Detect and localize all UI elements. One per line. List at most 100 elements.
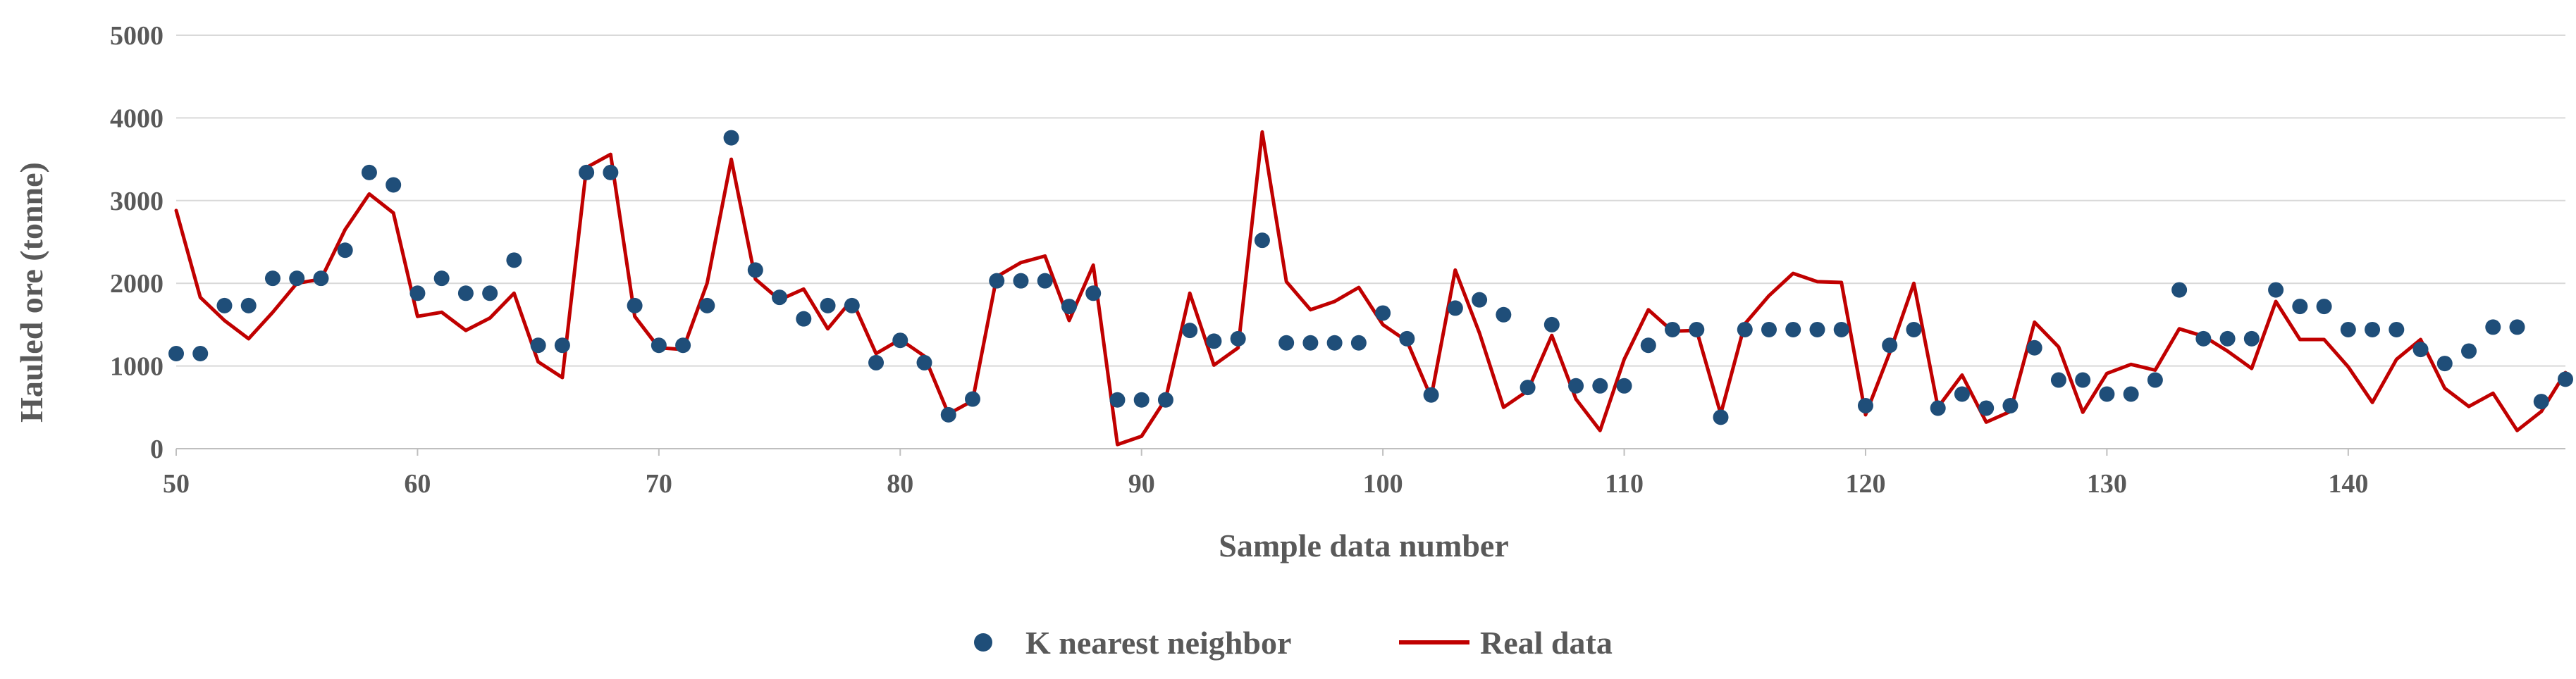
knn-point	[603, 164, 619, 180]
legend-real-label: Real data	[1480, 625, 1613, 661]
knn-point	[1954, 386, 1970, 402]
x-tick-label: 110	[1605, 469, 1644, 499]
x-tick-label: 120	[1845, 469, 1885, 499]
knn-point	[1713, 409, 1729, 425]
knn-point	[1665, 321, 1681, 337]
knn-point	[1157, 392, 1173, 408]
knn-point	[1133, 392, 1150, 408]
knn-point	[168, 345, 184, 361]
knn-point	[699, 297, 715, 313]
knn-point	[1447, 300, 1463, 316]
legend-knn-label: K nearest neighbor	[1025, 625, 1291, 661]
knn-point	[2558, 371, 2573, 387]
knn-point	[240, 297, 257, 313]
knn-point	[1326, 335, 1343, 351]
knn-point	[1689, 321, 1705, 337]
knn-point	[2195, 330, 2212, 347]
knn-point	[796, 311, 812, 327]
knn-point	[554, 337, 570, 354]
real-data-series	[174, 130, 2568, 447]
knn-point	[337, 242, 353, 258]
x-tick-label: 130	[2087, 469, 2127, 499]
knn-point	[361, 164, 377, 180]
knn-point	[264, 270, 281, 287]
knn-point	[2365, 321, 2381, 337]
knn-point	[1350, 335, 1367, 351]
legend: K nearest neighbor Real data	[974, 625, 1613, 661]
knn-point	[1013, 273, 1029, 289]
knn-point	[2509, 319, 2525, 335]
knn-point	[192, 345, 209, 361]
knn-point	[1254, 232, 1270, 249]
y-axis-ticks: 0 1000 2000 3000 4000 5000	[110, 21, 164, 464]
knn-point	[820, 297, 836, 313]
knn-point	[1737, 321, 1753, 337]
x-axis-ticks: 50 60 70 80 90 100 110 120 130 140	[163, 449, 2368, 499]
knn-point	[1930, 400, 1946, 416]
knn-point	[1568, 378, 1584, 394]
knn-point	[1785, 321, 1801, 337]
knn-point	[1616, 378, 1632, 394]
knn-point	[216, 297, 233, 313]
knn-point	[2099, 386, 2115, 402]
y-tick-label: 3000	[110, 187, 164, 216]
knn-point	[2026, 340, 2042, 356]
knn-point	[868, 354, 885, 370]
knn-point	[940, 406, 956, 423]
knn-point	[2171, 282, 2188, 298]
knn-point	[1809, 321, 1825, 337]
knn-point	[2389, 321, 2405, 337]
knn-point	[2533, 394, 2549, 410]
x-tick-label: 100	[1363, 469, 1403, 499]
knn-point	[1857, 397, 1873, 413]
y-tick-label: 1000	[110, 352, 164, 382]
knn-point	[506, 252, 522, 268]
knn-point	[1833, 321, 1849, 337]
knn-point	[1472, 292, 1488, 308]
knn-point	[1543, 316, 1560, 332]
x-tick-label: 140	[2328, 469, 2368, 499]
knn-point	[1761, 321, 1777, 337]
knn-point	[675, 337, 691, 354]
y-tick-label: 2000	[110, 269, 164, 299]
real-data-line	[174, 130, 2568, 447]
knn-point	[1520, 380, 1536, 396]
knn-point	[1085, 285, 1102, 301]
knn-point	[2050, 372, 2066, 388]
knn-point	[530, 337, 546, 354]
knn-point	[482, 285, 498, 301]
knn-point	[433, 270, 450, 287]
knn-point	[2292, 299, 2308, 315]
knn-point	[2123, 386, 2139, 402]
knn-point	[1496, 306, 1512, 323]
knn-point	[313, 270, 329, 287]
knn-point	[1230, 330, 1246, 347]
x-tick-label: 50	[163, 469, 190, 499]
knn-point	[1592, 378, 1608, 394]
knn-point	[2268, 282, 2284, 298]
knn-point	[1375, 305, 1391, 321]
knn-point	[1302, 335, 1319, 351]
knn-point	[747, 262, 763, 278]
knn-point	[457, 285, 474, 301]
y-tick-label: 4000	[110, 104, 164, 133]
knn-point	[1640, 337, 1656, 354]
legend-knn-marker	[974, 633, 992, 652]
x-axis-title: Sample data number	[1219, 528, 1508, 563]
knn-point	[1906, 321, 1922, 337]
knn-point	[892, 332, 908, 349]
knn-point	[2340, 321, 2356, 337]
knn-point	[1423, 387, 1439, 403]
knn-point	[2436, 356, 2453, 372]
knn-point	[409, 285, 426, 301]
knn-point	[965, 391, 980, 407]
y-axis-title: Hauled ore (tonne)	[13, 162, 49, 423]
knn-point	[2219, 330, 2236, 347]
knn-point	[1206, 333, 1222, 349]
y-tick-label: 5000	[110, 21, 164, 51]
knn-point	[289, 270, 305, 287]
knn-point	[2147, 372, 2163, 388]
knn-point	[1978, 400, 1995, 416]
x-tick-label: 60	[404, 469, 431, 499]
